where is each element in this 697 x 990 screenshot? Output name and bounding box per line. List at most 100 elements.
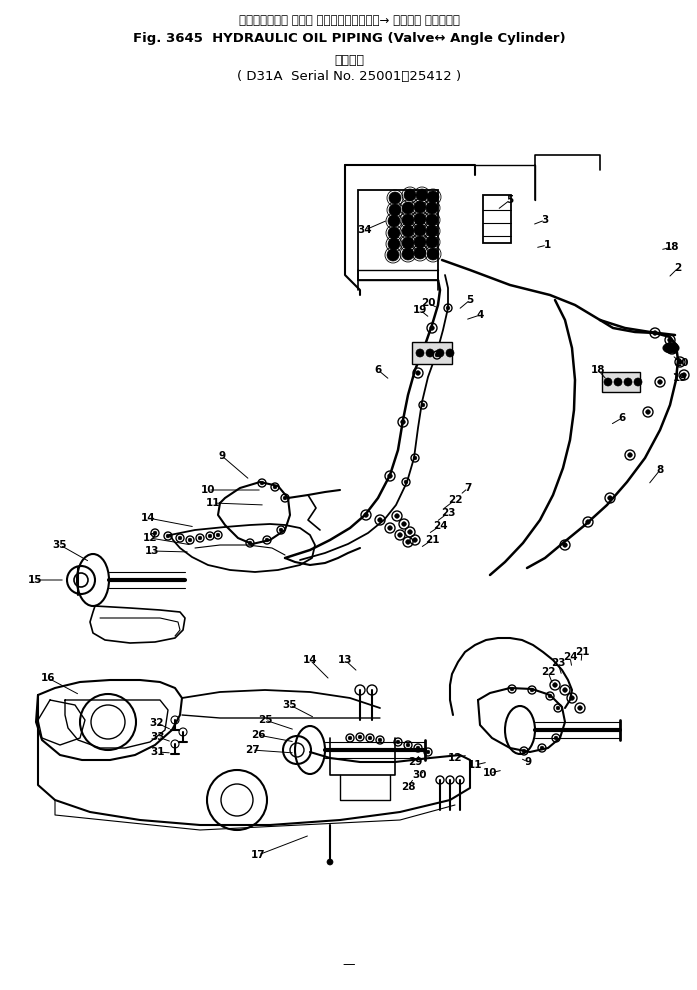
Circle shape	[283, 496, 286, 500]
Text: 28: 28	[401, 782, 415, 792]
Text: 14: 14	[141, 513, 155, 523]
Text: 4: 4	[476, 310, 484, 320]
Circle shape	[562, 543, 567, 547]
Circle shape	[395, 514, 399, 518]
Text: 18: 18	[591, 365, 605, 375]
Circle shape	[413, 456, 417, 459]
Text: 30: 30	[413, 770, 427, 780]
Text: ( D31A  Serial No. 25001～25412 ): ( D31A Serial No. 25001～25412 )	[237, 70, 461, 83]
Text: 24: 24	[433, 521, 447, 531]
Circle shape	[388, 227, 400, 239]
Text: 16: 16	[40, 673, 55, 683]
Text: —: —	[343, 958, 355, 971]
Circle shape	[553, 683, 557, 687]
Ellipse shape	[663, 343, 679, 353]
Text: 25: 25	[258, 715, 273, 725]
Circle shape	[401, 420, 405, 425]
Text: 27: 27	[245, 745, 259, 755]
Circle shape	[426, 225, 438, 237]
Circle shape	[260, 481, 263, 485]
Circle shape	[540, 746, 544, 749]
Text: 14: 14	[302, 655, 317, 665]
Circle shape	[549, 694, 552, 698]
Circle shape	[554, 737, 558, 740]
Circle shape	[378, 518, 382, 523]
Text: 29: 29	[408, 757, 422, 767]
Circle shape	[427, 248, 439, 260]
Text: 11: 11	[206, 498, 220, 508]
Circle shape	[414, 247, 426, 259]
Text: 23: 23	[441, 508, 455, 518]
Circle shape	[522, 749, 526, 752]
Text: 35: 35	[53, 540, 67, 550]
Circle shape	[368, 737, 372, 740]
Circle shape	[265, 539, 269, 542]
Circle shape	[414, 236, 426, 248]
Circle shape	[348, 737, 352, 740]
Circle shape	[604, 378, 612, 386]
Circle shape	[279, 529, 283, 532]
Text: 19: 19	[673, 373, 687, 383]
Text: 33: 33	[151, 732, 165, 742]
Circle shape	[416, 189, 428, 201]
Text: 20: 20	[674, 358, 688, 368]
Circle shape	[388, 215, 400, 227]
Text: 8: 8	[657, 465, 664, 475]
Text: ハイドロリック オイル パイピング（バルブ→ アングル シリンダ）: ハイドロリック オイル パイピング（バルブ→ アングル シリンダ）	[238, 14, 459, 27]
Text: 21: 21	[424, 535, 439, 545]
Circle shape	[273, 485, 277, 489]
Text: 13: 13	[338, 655, 352, 665]
Circle shape	[406, 743, 410, 746]
Text: 19: 19	[413, 305, 427, 315]
Circle shape	[402, 202, 414, 214]
Circle shape	[614, 378, 622, 386]
Text: 1: 1	[544, 240, 551, 250]
Text: 2: 2	[675, 263, 682, 273]
Text: 9: 9	[524, 757, 532, 767]
Circle shape	[398, 533, 402, 538]
Text: 23: 23	[551, 658, 565, 668]
Text: 7: 7	[464, 483, 472, 493]
Text: 18: 18	[665, 242, 680, 252]
Circle shape	[198, 537, 202, 540]
Text: 13: 13	[145, 546, 159, 556]
Circle shape	[562, 688, 567, 692]
Circle shape	[358, 736, 362, 739]
Circle shape	[634, 378, 642, 386]
Circle shape	[624, 378, 632, 386]
Circle shape	[166, 535, 170, 538]
Text: 11: 11	[468, 760, 482, 770]
Circle shape	[426, 349, 434, 357]
Text: 31: 31	[151, 747, 165, 757]
Circle shape	[436, 349, 444, 357]
Text: 32: 32	[150, 718, 164, 728]
Circle shape	[416, 349, 424, 357]
Circle shape	[682, 373, 687, 377]
Text: 12: 12	[143, 533, 158, 543]
Circle shape	[404, 480, 408, 484]
Circle shape	[426, 202, 438, 214]
Circle shape	[404, 189, 416, 201]
Circle shape	[435, 353, 439, 356]
Circle shape	[421, 403, 424, 407]
Circle shape	[427, 191, 439, 203]
Bar	[358, 190, 438, 280]
Circle shape	[402, 248, 414, 260]
Circle shape	[389, 204, 401, 216]
Circle shape	[396, 741, 400, 743]
Circle shape	[446, 349, 454, 357]
Circle shape	[153, 532, 157, 535]
Bar	[483, 195, 511, 243]
Circle shape	[426, 750, 430, 753]
Text: 35: 35	[283, 700, 297, 710]
Circle shape	[426, 214, 438, 226]
Circle shape	[556, 706, 560, 710]
Circle shape	[388, 238, 400, 250]
Bar	[412, 342, 452, 364]
Circle shape	[669, 346, 675, 350]
Circle shape	[677, 359, 682, 364]
Circle shape	[388, 526, 392, 531]
Circle shape	[413, 538, 418, 543]
Circle shape	[178, 537, 182, 540]
Text: 20: 20	[421, 298, 435, 308]
